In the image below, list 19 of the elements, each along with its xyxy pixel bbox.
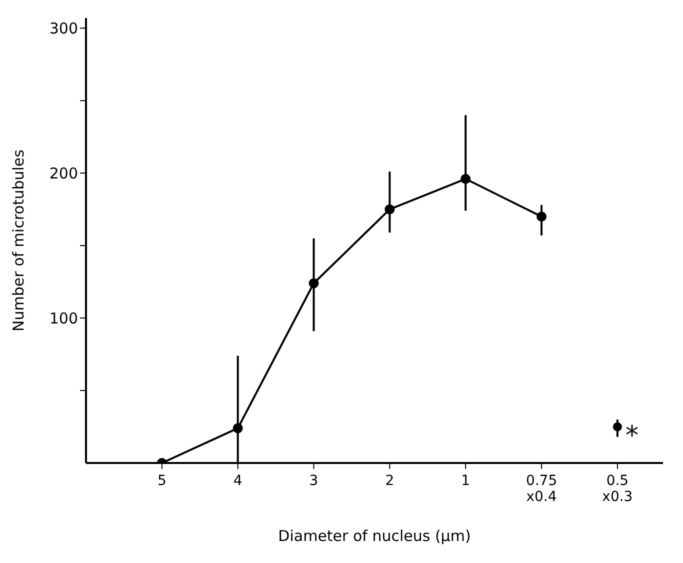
x-tick-label: 0.75 x0.4 [526,473,558,505]
x-tick-label: 2 [385,473,394,489]
x-tick-label: 1 [461,473,470,489]
y-tick-label: 300 [49,19,78,38]
x-tick-label: 5 [157,473,166,489]
x-axis-title: Diameter of nucleus (µm) [278,527,471,545]
point [308,278,319,288]
annotation: * [625,420,638,451]
point [384,204,395,214]
point [460,174,471,184]
y-tick-label: 100 [49,309,78,328]
point [536,212,547,222]
x-tick-label: 3 [309,473,318,489]
point [612,422,622,432]
point [232,423,243,434]
x-tick-label: 4 [233,473,242,489]
x-tick-label: 0.5 x0.3 [602,473,633,505]
y-axis-title: Number of microtubules [9,149,28,332]
y-tick-label: 200 [49,164,78,182]
